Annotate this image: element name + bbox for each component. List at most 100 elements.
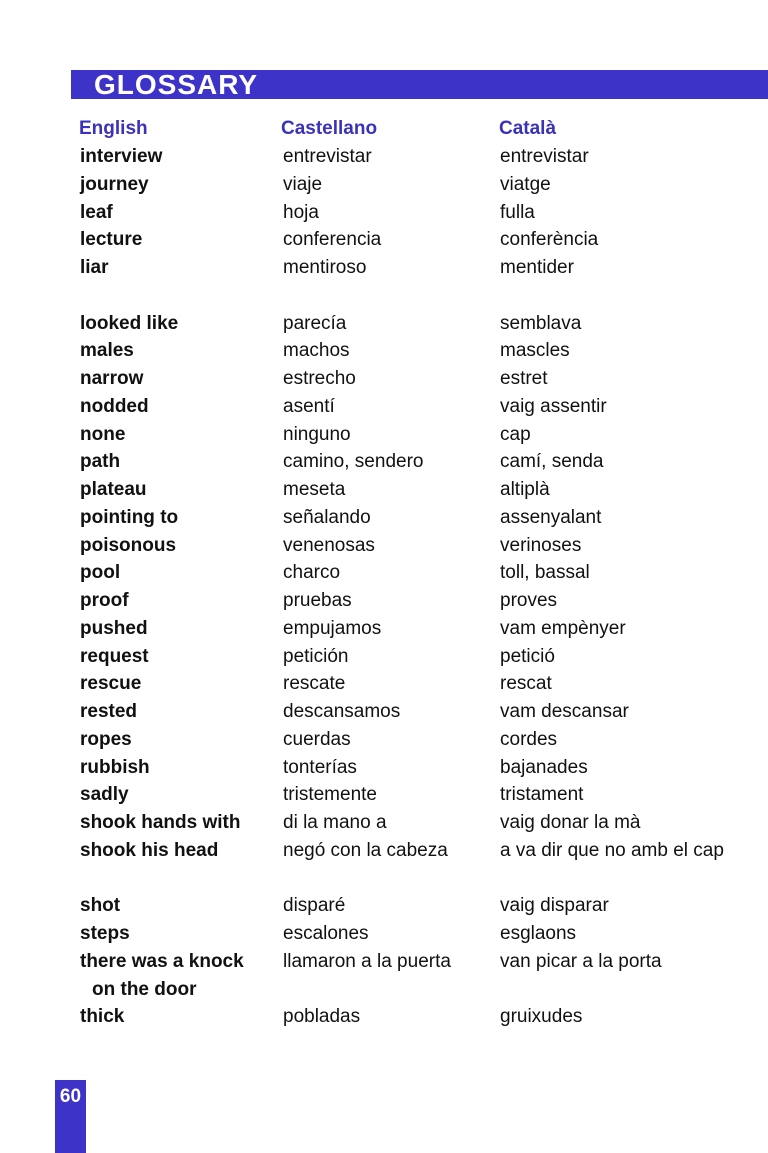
glossary-row: proof pruebas proves [0, 587, 768, 615]
term-english: looked like [80, 312, 179, 334]
glossary-row: none ninguno cap [0, 421, 768, 449]
glossary-row: path camino, sendero camí, senda [0, 448, 768, 476]
term-catala: petició [500, 645, 555, 667]
term-catala: gruixudes [500, 1006, 583, 1028]
term-catala: mentider [500, 257, 574, 278]
term-english: poisonous [80, 534, 177, 556]
term-english: lecture [80, 229, 143, 251]
term-castellano: machos [283, 340, 350, 362]
glossary-row: leaf hoja fulla [0, 199, 768, 227]
term-catala: estret [500, 368, 548, 389]
glossary-row: pointing to señalando assenyalant [0, 504, 768, 532]
term-english: pushed [80, 617, 148, 639]
term-catala: semblava [500, 312, 582, 334]
term-castellano: cuerdas [283, 728, 351, 750]
glossary-row: steps escalones esglaons [0, 920, 768, 948]
term-castellano: camino, sendero [283, 451, 424, 473]
glossary-row: thick pobladas gruixudes [0, 1003, 768, 1031]
glossary-row: pushed empujamos vam empènyer [0, 615, 768, 643]
term-castellano: negó con la cabeza [283, 839, 448, 861]
term-english: interview [80, 146, 163, 167]
term-castellano: empujamos [283, 617, 382, 639]
term-catala: van picar a la porta [500, 950, 662, 972]
term-catala: vam empènyer [500, 617, 626, 639]
term-english: path [80, 451, 121, 473]
term-english: pool [80, 562, 121, 584]
term-catala: tristament [500, 784, 584, 806]
term-english: thick [80, 1006, 125, 1028]
term-english: shook his head [80, 839, 219, 861]
term-english: shot [80, 895, 121, 917]
term-catala: mascles [500, 340, 570, 362]
term-castellano: descansamos [283, 701, 401, 722]
term-castellano: mentiroso [283, 257, 367, 278]
term-castellano: estrecho [283, 368, 356, 389]
term-catala: assenyalant [500, 506, 602, 528]
term-english: rested [80, 701, 138, 722]
term-castellano: tonterías [283, 756, 357, 778]
term-english: nodded [80, 395, 149, 417]
glossary-row: rested descansamos vam descansar [0, 698, 768, 726]
term-english: steps [80, 923, 130, 944]
term-catala: toll, bassal [500, 562, 590, 584]
term-english: rescue [80, 673, 142, 695]
glossary-row: pool charco toll, bassal [0, 559, 768, 587]
glossary-row: nodded asentí vaig assentir [0, 393, 768, 421]
term-castellano: rescate [283, 673, 346, 695]
glossary-row: poisonous venenosas verinoses [0, 532, 768, 560]
term-castellano: conferencia [283, 229, 382, 251]
term-catala: fulla [500, 201, 535, 223]
glossary-row: lecture conferencia conferència [0, 226, 768, 254]
term-catala: vaig disparar [500, 895, 609, 917]
column-header-catala: Català [499, 118, 557, 139]
term-castellano: ninguno [283, 423, 351, 445]
term-catala: cordes [500, 728, 558, 750]
term-catala: esglaons [500, 923, 577, 944]
term-castellano: escalones [283, 923, 369, 944]
glossary-row: ropes cuerdas cordes [0, 726, 768, 754]
glossary-row: rescue rescate rescat [0, 670, 768, 698]
column-headers: English Castellano Català [0, 116, 768, 142]
term-catala: bajanades [500, 756, 588, 778]
glossary-row: liar mentiroso mentider [0, 254, 768, 282]
term-catala: camí, senda [500, 451, 604, 473]
term-castellano: venenosas [283, 534, 375, 556]
term-english: rubbish [80, 756, 150, 778]
term-catala: verinoses [500, 534, 582, 556]
column-header-english: English [79, 118, 148, 139]
term-castellano: hoja [283, 201, 319, 223]
column-header-castellano: Castellano [281, 118, 378, 139]
term-english: males [80, 340, 134, 362]
term-english: none [80, 423, 126, 445]
term-catala: vaig donar la mà [500, 812, 641, 833]
title-bar: GLOSSARY [71, 69, 768, 100]
term-english: plateau [80, 479, 147, 500]
term-castellano: llamaron a la puerta [283, 950, 451, 972]
term-catala: cap [500, 423, 531, 445]
glossary-row: males machos mascles [0, 337, 768, 365]
term-catala: vaig assentir [500, 395, 607, 417]
term-english-continuation: on the door [92, 978, 197, 1000]
term-english: request [80, 645, 149, 667]
page-number-tab: 60 [55, 1080, 86, 1153]
term-castellano: charco [283, 562, 341, 584]
glossary-row: shook hands with di la mano a vaig donar… [0, 809, 768, 837]
term-english: sadly [80, 784, 129, 806]
term-english: proof [80, 590, 129, 611]
term-castellano: asentí [283, 395, 335, 417]
term-catala: rescat [500, 673, 552, 695]
term-english: ropes [80, 728, 132, 750]
term-english: journey [80, 173, 149, 195]
term-castellano: pobladas [283, 1006, 361, 1028]
page-title: GLOSSARY [94, 69, 259, 100]
term-castellano: pruebas [283, 590, 352, 611]
glossary-list: interview entrevistar entrevistar journe… [0, 143, 768, 1031]
term-castellano: disparé [283, 895, 346, 917]
glossary-row: shot disparé vaig disparar [0, 892, 768, 920]
term-catala: a va dir que no amb el cap [500, 839, 724, 861]
glossary-row: rubbish tonterías bajanades [0, 754, 768, 782]
term-english: liar [80, 257, 109, 278]
page-number: 60 [59, 1086, 82, 1107]
term-catala: vam descansar [500, 701, 629, 722]
term-castellano: viaje [283, 173, 323, 195]
